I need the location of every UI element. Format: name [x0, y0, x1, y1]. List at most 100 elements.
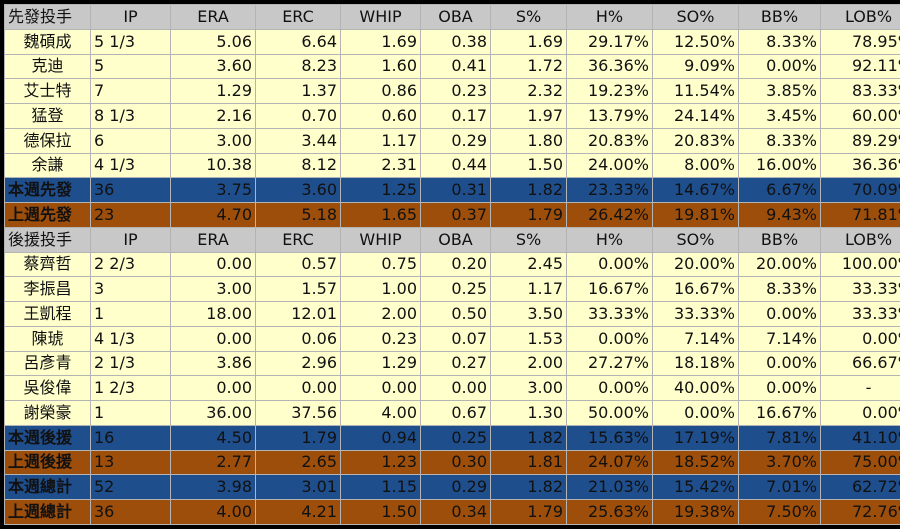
- cell-bb-pct: 7.01%: [738, 474, 821, 500]
- cell-s-pct: 2.32: [490, 78, 567, 104]
- cell-era: 3.00: [170, 127, 256, 154]
- cell-erc: 0.00: [255, 375, 341, 401]
- cell-bb-pct: 8.33%: [738, 28, 821, 55]
- pitching-stats-table: 先發投手 IP ERA ERC WHIP OBA S% H% SO% BB% LOB% 魏碩成 5 1/…: [4, 4, 900, 525]
- cell-erc: 3.01: [255, 474, 341, 500]
- cell-erc: 2.96: [255, 350, 341, 377]
- cell-whip: 1.00: [340, 276, 421, 302]
- cell-s-pct: 1.50: [490, 152, 567, 179]
- reliever-row: 陳琥 4 1/3 0.00 0.06 0.23 0.07 1.53 0.00% 7.14% 7.1…: [4, 325, 900, 352]
- cell-ip: 7: [90, 78, 171, 104]
- cell-so-pct: 9.09%: [652, 53, 739, 80]
- reliever-row: 李振昌 3 3.00 1.57 1.00 0.25 1.17 16.67% 16.67% 8.33…: [4, 276, 900, 302]
- cell-era: 4.70: [170, 202, 256, 228]
- cell-ip: 1: [90, 400, 171, 426]
- starters-header-row: 先發投手 IP ERA ERC WHIP OBA S% H% SO% BB% LOB%: [4, 4, 900, 30]
- cell-s-pct: 2.45: [490, 251, 567, 278]
- cell-lob-pct: 0.00%: [820, 325, 900, 352]
- cell-oba: 0.07: [420, 325, 491, 352]
- totals-this-week-row: 本週總計 52 3.98 3.01 1.15 0.29 1.82 21.03% 15.42% 7.…: [4, 474, 900, 500]
- cell-whip: 2.00: [340, 301, 421, 327]
- cell-whip: 0.94: [340, 424, 421, 451]
- cell-whip: 1.69: [340, 28, 421, 55]
- cell-h-pct: 0.00%: [566, 325, 653, 352]
- cell-ip: 3: [90, 276, 171, 302]
- cell-s-pct: 1.72: [490, 53, 567, 80]
- column-header-s-pct: S%: [490, 4, 567, 30]
- cell-bb-pct: 0.00%: [738, 375, 821, 401]
- cell-oba: 0.38: [420, 28, 491, 55]
- cell-lob-pct: 83.33%: [820, 78, 900, 104]
- cell-oba: 0.23: [420, 78, 491, 104]
- cell-whip: 0.00: [340, 375, 421, 401]
- cell-h-pct: 26.42%: [566, 202, 653, 228]
- starter-row: 艾士特 7 1.29 1.37 0.86 0.23 2.32 19.23% 11.54% 3.85…: [4, 78, 900, 104]
- cell-era: 3.75: [170, 177, 256, 203]
- reliever-row: 王凱程 1 18.00 12.01 2.00 0.50 3.50 33.33% 33.33% 0.…: [4, 301, 900, 327]
- cell-pitcher: 謝榮豪: [4, 400, 91, 426]
- cell-era: 3.60: [170, 53, 256, 80]
- relievers-this-week-row: 本週後援 16 4.50 1.79 0.94 0.25 1.82 15.63% 17.19% 7.…: [4, 424, 900, 451]
- starter-row: 克迪 5 3.60 8.23 1.60 0.41 1.72 36.36% 9.09% 0.00% 9…: [4, 53, 900, 80]
- column-header-lob-pct: LOB%: [820, 4, 900, 30]
- cell-era: 3.98: [170, 474, 256, 500]
- cell-bb-pct: 0.00%: [738, 350, 821, 377]
- cell-erc: 1.79: [255, 424, 341, 451]
- column-header-bb-pct: BB%: [738, 4, 821, 30]
- cell-whip: 4.00: [340, 400, 421, 426]
- cell-pitcher: 上週後援: [4, 449, 91, 476]
- cell-bb-pct: 7.14%: [738, 325, 821, 352]
- cell-whip: 0.60: [340, 103, 421, 129]
- cell-h-pct: 33.33%: [566, 301, 653, 327]
- cell-so-pct: 15.42%: [652, 474, 739, 500]
- cell-lob-pct: 100.00%: [820, 251, 900, 278]
- cell-bb-pct: 0.00%: [738, 301, 821, 327]
- cell-era: 2.16: [170, 103, 256, 129]
- cell-whip: 0.75: [340, 251, 421, 278]
- cell-s-pct: 1.82: [490, 474, 567, 500]
- cell-whip: 2.31: [340, 152, 421, 179]
- column-header-oba: OBA: [420, 226, 491, 253]
- cell-h-pct: 36.36%: [566, 53, 653, 80]
- cell-h-pct: 15.63%: [566, 424, 653, 451]
- cell-bb-pct: 3.85%: [738, 78, 821, 104]
- cell-era: 0.00: [170, 325, 256, 352]
- cell-so-pct: 8.00%: [652, 152, 739, 179]
- cell-ip: 2 2/3: [90, 251, 171, 278]
- cell-erc: 5.18: [255, 202, 341, 228]
- cell-era: 3.00: [170, 276, 256, 302]
- cell-era: 0.00: [170, 251, 256, 278]
- cell-ip: 5 1/3: [90, 28, 171, 55]
- cell-whip: 1.60: [340, 53, 421, 80]
- cell-lob-pct: 75.00%: [820, 449, 900, 476]
- cell-bb-pct: 16.67%: [738, 400, 821, 426]
- cell-h-pct: 23.33%: [566, 177, 653, 203]
- column-header-era: ERA: [170, 4, 256, 30]
- cell-whip: 1.25: [340, 177, 421, 203]
- cell-h-pct: 24.00%: [566, 152, 653, 179]
- cell-whip: 1.23: [340, 449, 421, 476]
- cell-pitcher: 陳琥: [4, 325, 91, 352]
- cell-so-pct: 18.18%: [652, 350, 739, 377]
- cell-oba: 0.67: [420, 400, 491, 426]
- cell-era: 1.29: [170, 78, 256, 104]
- cell-bb-pct: 20.00%: [738, 251, 821, 278]
- cell-s-pct: 1.53: [490, 325, 567, 352]
- cell-bb-pct: 3.45%: [738, 103, 821, 129]
- cell-ip: 52: [90, 474, 171, 500]
- column-header-so-pct: SO%: [652, 4, 739, 30]
- cell-erc: 1.57: [255, 276, 341, 302]
- cell-pitcher: 本週先發: [4, 177, 91, 203]
- cell-erc: 4.21: [255, 499, 341, 525]
- cell-lob-pct: 0.00%: [820, 400, 900, 426]
- cell-h-pct: 25.63%: [566, 499, 653, 525]
- cell-h-pct: 19.23%: [566, 78, 653, 104]
- column-header-ip: IP: [90, 4, 171, 30]
- cell-era: 5.06: [170, 28, 256, 55]
- column-header-era: ERA: [170, 226, 256, 253]
- cell-erc: 0.57: [255, 251, 341, 278]
- cell-erc: 12.01: [255, 301, 341, 327]
- stats-table-body: 先發投手 IP ERA ERC WHIP OBA S% H% SO% BB% LOB% 魏碩成 5 1/…: [4, 4, 900, 525]
- starter-row: 猛登 8 1/3 2.16 0.70 0.60 0.17 1.97 13.79% 24.14% 3…: [4, 103, 900, 129]
- cell-pitcher: 呂彥青: [4, 350, 91, 377]
